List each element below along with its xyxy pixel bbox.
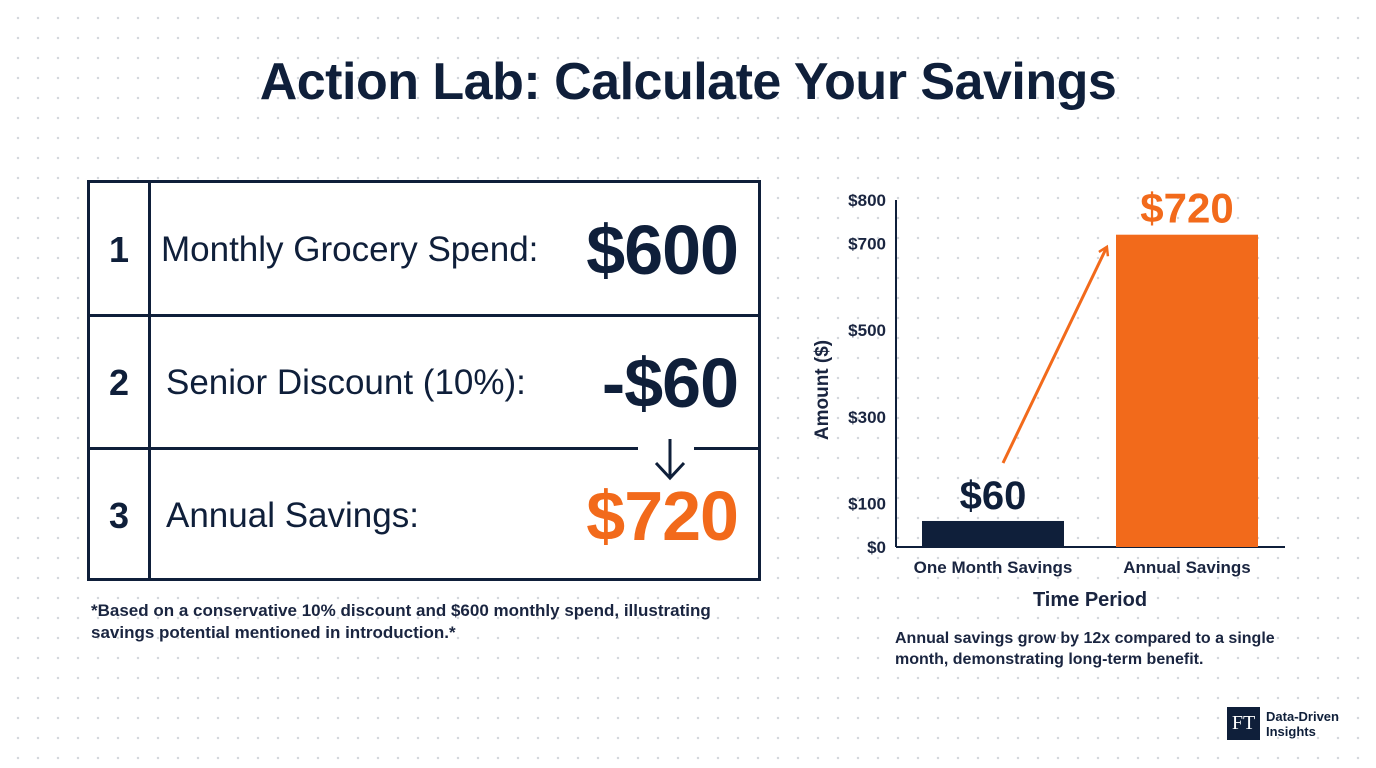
y-tick-label: $700 (848, 234, 886, 253)
growth-arrow (1001, 249, 1106, 464)
ft-logo-icon: FT (1227, 707, 1260, 740)
x-tick-label: One Month Savings (914, 558, 1073, 577)
calc-row-monthly-spend: 1 Monthly Grocery Spend: $600 (90, 183, 758, 316)
table-divider-1 (90, 314, 758, 317)
y-tick-label: $300 (848, 408, 886, 427)
y-tick-label: $500 (848, 321, 886, 340)
step-number: 1 (108, 228, 130, 270)
bar (1116, 234, 1258, 547)
chart-note: Annual savings grow by 12x compared to a… (895, 630, 1275, 668)
step-number: 3 (108, 494, 130, 536)
step-number: 2 (108, 361, 130, 403)
bar-data-label: $720 (1140, 185, 1233, 232)
arrow-down-icon (654, 439, 686, 481)
savings-bar-chart: $0 $100 $300 $500 $700 $800 $60 $720 One Month… (812, 185, 1285, 611)
calculation-footnote: *Based on a conservative 10% discount an… (91, 601, 711, 642)
bar-data-label: $60 (960, 474, 1027, 518)
calc-row-discount: 2 Senior Discount (10%): -$60 (90, 316, 758, 449)
table-divider-2-left (90, 447, 638, 450)
x-tick-label: Annual Savings (1123, 558, 1251, 577)
row-label: Monthly Grocery Spend: (161, 229, 539, 269)
x-axis-label: Time Period (1033, 589, 1147, 611)
y-tick-label: $100 (848, 495, 886, 514)
y-tick-label: $800 (848, 191, 886, 210)
y-axis-label: Amount ($) (812, 340, 833, 440)
row-value: $600 (586, 210, 739, 289)
bar (922, 520, 1064, 547)
row-label: Senior Discount (10%): (166, 362, 526, 402)
row-value: $720 (586, 476, 739, 555)
table-divider-2-right (694, 447, 758, 450)
brand-logo: FT Data-Driven Insights (1227, 707, 1356, 740)
table-divider-vertical (148, 183, 151, 578)
calc-row-annual-savings: 3 Annual Savings: $720 (90, 449, 758, 582)
y-tick-label: $0 (867, 538, 886, 557)
row-value: -$60 (601, 343, 739, 422)
row-label: Annual Savings: (166, 495, 419, 535)
calculation-table: 1 Monthly Grocery Spend: $600 2 Senior D… (87, 180, 761, 581)
page-title: Action Lab: Calculate Your Savings (259, 53, 1117, 111)
logo-text: Data-Driven Insights (1266, 708, 1339, 739)
